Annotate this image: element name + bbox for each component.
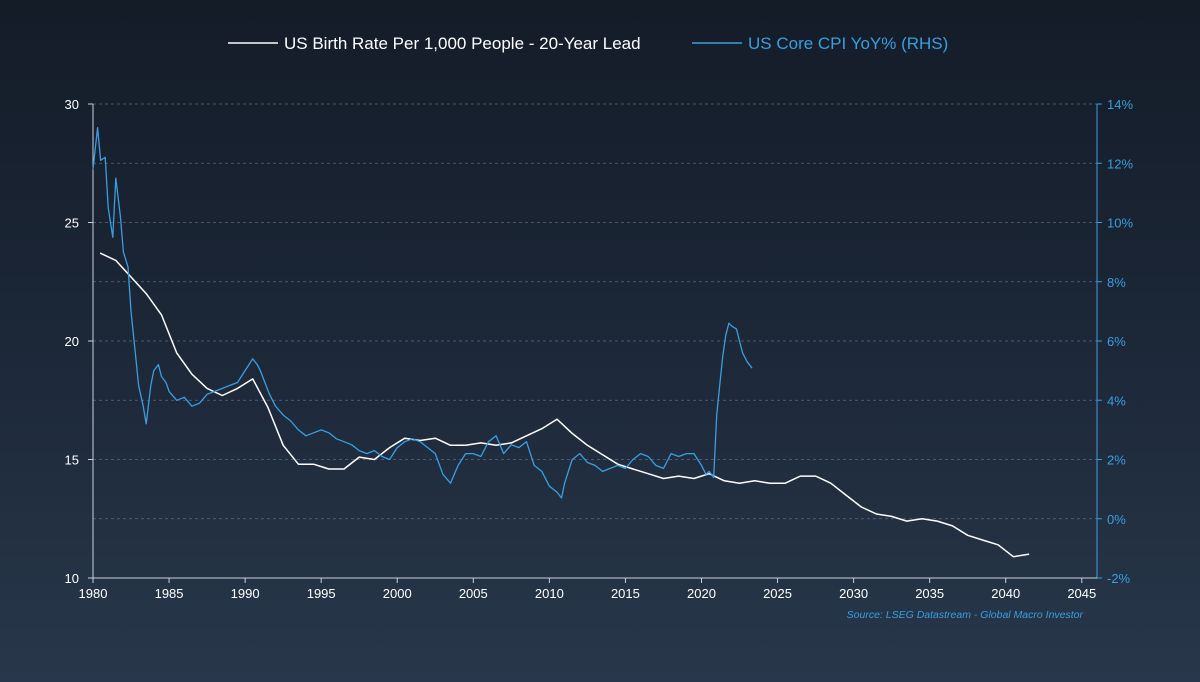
y-right-tick-label: -2%	[1107, 571, 1131, 586]
y-right-tick-label: 6%	[1107, 334, 1126, 349]
x-tick-label: 2035	[915, 586, 944, 601]
y-left-tick-label: 30	[65, 97, 79, 112]
x-tick-label: 2005	[459, 586, 488, 601]
y-right-tick-label: 14%	[1107, 97, 1133, 112]
series-line-core-cpi	[92, 127, 753, 499]
y-right-tick-label: 4%	[1107, 393, 1126, 408]
y-right-tick-label: 10%	[1107, 216, 1133, 231]
y-right-tick-label: 8%	[1107, 275, 1126, 290]
x-tick-label: 1990	[231, 586, 260, 601]
series-lines	[92, 127, 1030, 558]
y-right-tick-label: 0%	[1107, 512, 1126, 527]
legend: US Birth Rate Per 1,000 People - 20-Year…	[228, 34, 948, 53]
y-axis-right-ticks: -2% 0% 2% 4% 6% 8% 10% 12% 14%	[1097, 97, 1133, 586]
x-tick-label: 2010	[535, 586, 564, 601]
y-left-tick-label: 20	[65, 334, 79, 349]
x-tick-label: 2025	[763, 586, 792, 601]
series-line-birth-rate	[99, 252, 1030, 558]
x-tick-label: 1980	[79, 586, 108, 601]
x-axis-ticks: 1980 1985 1990 1995 2000 2005 2010 2015 2020 2025…	[79, 578, 1096, 601]
x-tick-label: 1995	[307, 586, 336, 601]
y-left-tick-label: 25	[65, 216, 79, 231]
y-left-tick-label: 10	[65, 571, 79, 586]
legend-label-core-cpi: US Core CPI YoY% (RHS)	[748, 34, 948, 53]
x-tick-label: 2045	[1067, 586, 1096, 601]
x-tick-label: 2030	[839, 586, 868, 601]
source-note: Source: LSEG Datastream - Global Macro I…	[847, 609, 1084, 621]
x-tick-label: 2000	[383, 586, 412, 601]
x-tick-label: 2015	[611, 586, 640, 601]
y-right-tick-label: 12%	[1107, 156, 1133, 171]
legend-label-birth-rate: US Birth Rate Per 1,000 People - 20-Year…	[284, 34, 641, 53]
x-tick-label: 1985	[155, 586, 184, 601]
gridlines	[93, 103, 1097, 520]
y-right-tick-label: 2%	[1107, 453, 1126, 468]
y-axis-left-ticks: 10 15 20 25 30	[65, 97, 93, 586]
y-left-tick-label: 15	[65, 453, 79, 468]
x-tick-label: 2040	[991, 586, 1020, 601]
x-tick-label: 2020	[687, 586, 716, 601]
